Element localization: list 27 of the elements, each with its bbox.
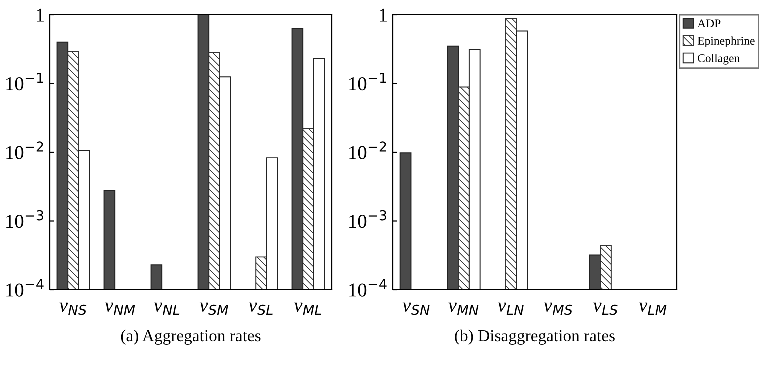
x-tick-label: v$_{NL}$ [154,302,180,315]
legend-label: Collagen [698,54,740,65]
x-axis-title: (b) Disaggregation rates [455,330,615,346]
x-tick-label: v$_{MN}$ [448,302,479,315]
x-tick-label: v$_{MS}$ [544,302,573,316]
y-tick-label: 10$^{−1}$ [350,73,386,91]
y-tick-label: 1 [37,8,44,22]
x-tick-label: v$_{NS}$ [60,302,87,316]
x-tick-label: v$_{SN}$ [402,302,430,316]
y-tick-label: 10$^{−4}$ [6,279,44,297]
x-tick-label: v$_{LM}$ [639,302,667,315]
x-tick-label: v$_{SL}$ [248,302,273,316]
x-tick-label: v$_{LS}$ [593,302,618,316]
y-tick-label: 10$^{−2}$ [350,142,386,160]
x-tick-label: v$_{LN}$ [498,302,524,315]
x-tick-label: v$_{SM}$ [200,302,228,316]
y-tick-label: 10$^{−3}$ [6,210,44,228]
y-tick-label: 10$^{−3}$ [350,210,386,228]
legend-label: Epinephrine [698,36,755,48]
y-tick-label: 10$^{−1}$ [6,73,44,91]
y-tick-label: 10$^{−4}$ [350,279,387,297]
y-tick-label: 1 [380,8,387,22]
legend-label: ADP [698,20,721,28]
x-tick-label: v$_{ML}$ [294,302,322,315]
y-tick-label: 10$^{−2}$ [6,142,44,160]
x-axis-title: (a) Aggregation rates [121,330,261,346]
x-tick-label: v$_{NM}$ [105,302,136,315]
